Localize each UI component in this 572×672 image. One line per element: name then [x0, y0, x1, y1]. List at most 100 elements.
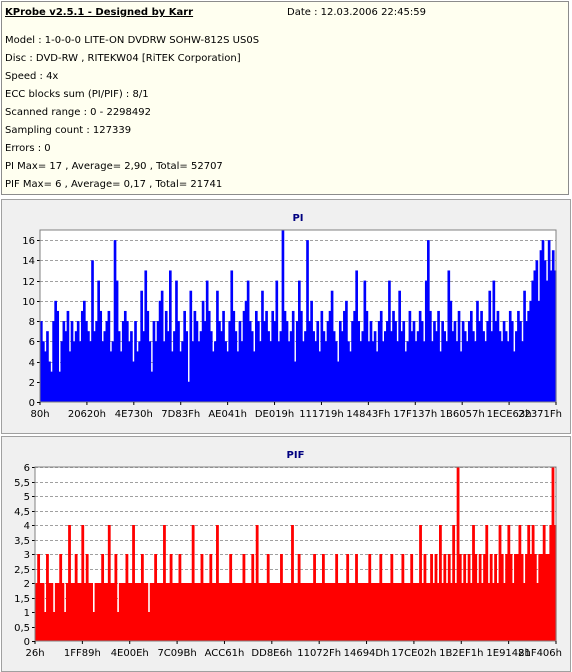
pi-bar: [365, 310, 369, 402]
pi-bar: [203, 321, 207, 402]
pif-bar: [405, 583, 409, 641]
pif-bar: [282, 583, 286, 641]
pi-bar: [185, 331, 189, 402]
pi-bar: [328, 310, 332, 402]
pif-bar: [317, 583, 321, 641]
pi-bar: [148, 341, 152, 402]
pif-xtick-label: 4E00Eh: [111, 648, 149, 659]
pi-bar: [433, 321, 436, 402]
pif-bar: [273, 583, 277, 641]
pi-bar: [257, 321, 260, 402]
pi-bar: [189, 290, 193, 402]
pi-bar: [40, 321, 43, 402]
pi-bar: [207, 310, 211, 402]
pif-bar: [35, 583, 38, 641]
pif-bar: [436, 583, 440, 641]
pi-bar: [169, 270, 172, 402]
pif-bar: [299, 583, 303, 641]
pi-bar: [379, 310, 383, 402]
pif-chart: PIF 0 0,5 1 1,5 2 2,5 3 3,5 4 4,5 5 5,5 6 26h 1FF89h 4E0…: [14, 450, 562, 659]
pi-bar: [441, 321, 444, 402]
pif-bar: [346, 554, 350, 641]
pi-bar: [119, 351, 123, 402]
info-errors: Errors : 0: [5, 143, 51, 154]
pif-ytick-label: 3,5: [14, 536, 30, 547]
pif-bar: [423, 554, 427, 641]
pi-bar: [525, 321, 528, 402]
pif-bar: [383, 583, 387, 641]
pi-bar: [396, 341, 399, 402]
pi-bar: [103, 331, 107, 402]
pi-bar: [347, 341, 350, 402]
pif-bar: [143, 583, 146, 641]
pi-bar: [341, 331, 344, 402]
pi-bar: [445, 341, 449, 402]
pif-ytick-label: 6: [24, 463, 30, 474]
pif-ytick-label: 3: [24, 550, 30, 561]
pif-bar: [74, 554, 78, 641]
pi-bar: [154, 341, 158, 402]
pi-bar: [298, 280, 301, 402]
pif-bar: [313, 554, 316, 641]
pi-bar: [160, 290, 164, 402]
pif-bar: [253, 583, 257, 641]
pif-bar: [434, 554, 438, 641]
pif-bar: [189, 583, 193, 641]
pi-bar: [349, 351, 352, 402]
pif-bar: [46, 554, 49, 641]
pif-bar: [295, 583, 299, 641]
pif-bar: [176, 583, 180, 641]
pif-bar: [478, 554, 482, 641]
pi-ytick-label: 2: [29, 378, 35, 389]
pi-bar: [115, 280, 119, 402]
pif-bar: [348, 583, 352, 641]
pif-xtick-label: 1FF89h: [64, 648, 101, 659]
pif-bar: [518, 525, 522, 641]
pif-bar: [414, 583, 418, 641]
pif-bar: [83, 583, 87, 641]
pi-bar: [193, 310, 197, 402]
pif-xtick-label: 1B2EF1h: [439, 648, 483, 659]
pi-bar: [54, 300, 57, 402]
pif-bar: [41, 583, 45, 641]
pi-bar: [68, 351, 72, 402]
pi-bar: [293, 361, 297, 402]
pif-bar: [163, 525, 166, 641]
pi-bar: [62, 321, 66, 402]
pif-bar: [271, 583, 275, 641]
pif-bar: [235, 583, 239, 641]
pi-bar: [334, 341, 338, 402]
pif-bar: [169, 554, 173, 641]
pif-bar: [339, 583, 343, 641]
pi-bar: [123, 310, 127, 402]
pif-bar: [121, 583, 124, 641]
pif-bar: [328, 583, 332, 641]
pi-xtick-label: 80h: [30, 409, 49, 420]
pi-bar: [216, 290, 219, 402]
pi-bar: [107, 310, 111, 402]
pi-bar: [486, 321, 490, 402]
pif-ytick-label: 4,5: [14, 507, 30, 518]
pi-bar: [248, 321, 252, 402]
pi-bar: [265, 310, 268, 402]
pi-bar: [439, 351, 442, 402]
info-speed: Speed : 4x: [5, 71, 59, 82]
pi-bar: [353, 310, 356, 402]
pi-bar: [494, 321, 498, 402]
pi-bar: [187, 381, 191, 402]
pif-bar: [251, 554, 255, 641]
pi-bar: [482, 331, 485, 402]
info-scanned-range: Scanned range : 0 - 2298492: [5, 107, 151, 118]
pi-bar: [465, 341, 469, 402]
pi-bar: [171, 351, 174, 402]
pi-bar: [398, 290, 401, 402]
pif-bar: [377, 583, 380, 641]
pif-bar: [266, 554, 270, 641]
pi-bar: [138, 341, 141, 402]
pif-bar: [70, 583, 74, 641]
pif-ytick-label: 2: [24, 579, 30, 590]
pif-bar: [542, 525, 546, 641]
pi-bar: [89, 341, 92, 402]
pif-bar: [330, 583, 334, 641]
pi-bar: [492, 280, 496, 402]
